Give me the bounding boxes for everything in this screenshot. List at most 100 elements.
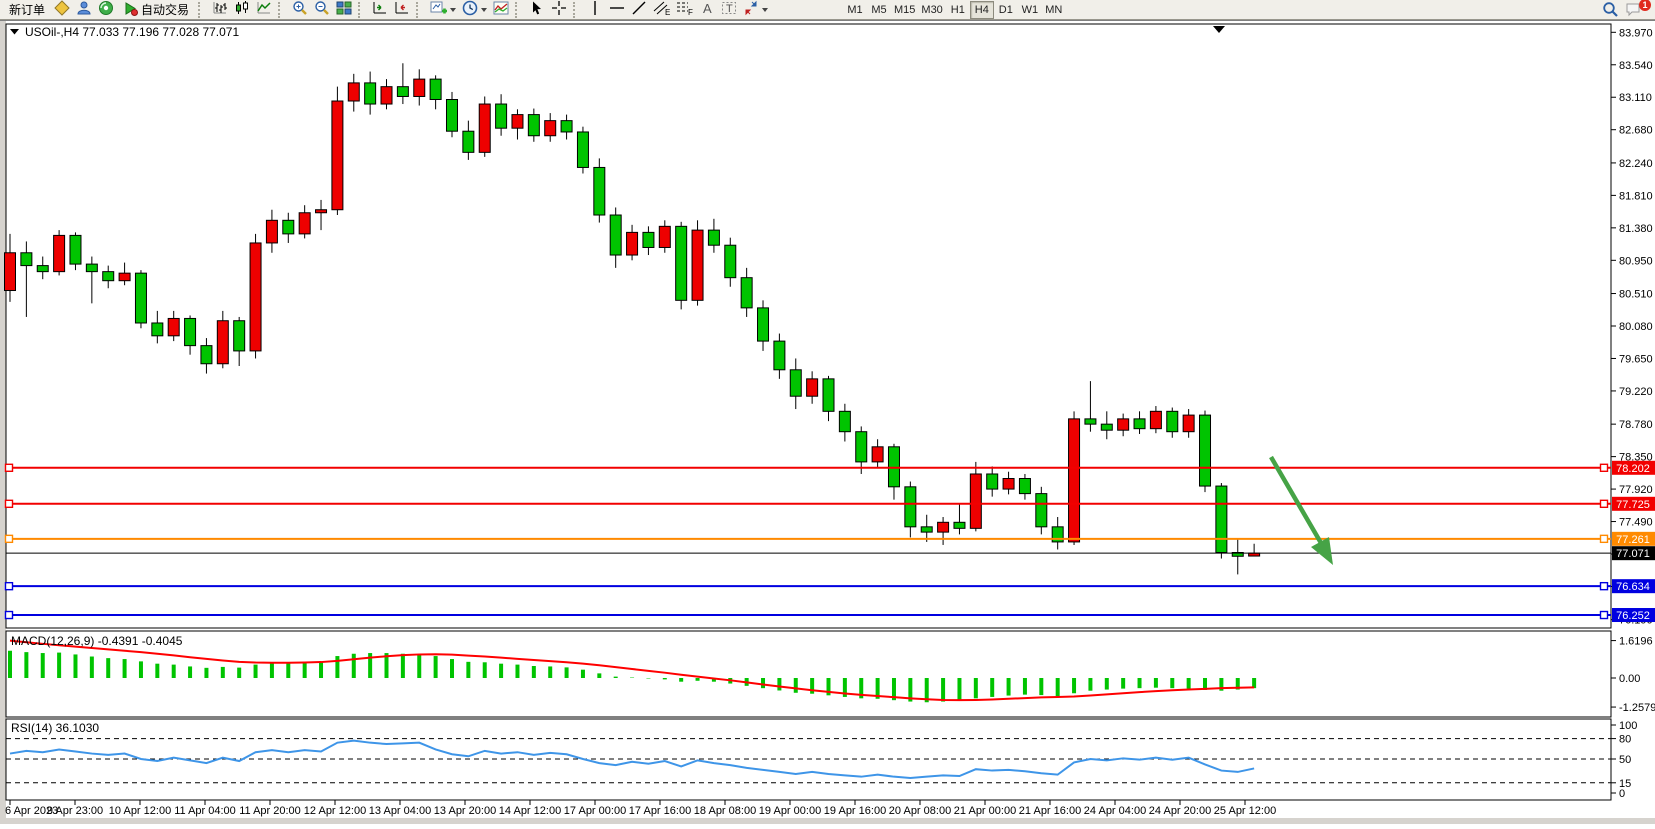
chart-symbol-ohlc-line: USOil-,H4 77.033 77.196 77.028 77.071 (25, 25, 239, 39)
line-handle[interactable] (4, 463, 14, 472)
chevron-down-icon (481, 7, 488, 12)
text-label-tool-button[interactable]: T (718, 1, 740, 19)
trendline-icon (631, 0, 647, 19)
price-tick-label: 82.240 (1619, 158, 1653, 170)
profile-button[interactable] (73, 1, 95, 19)
price-tick-label: 80.950 (1619, 255, 1653, 267)
time-label: 19 Apr 16:00 (824, 805, 886, 817)
candle-down (1051, 526, 1064, 543)
line-handle[interactable] (4, 499, 14, 509)
price-tick-label: 83.970 (1619, 27, 1653, 39)
candle-up (691, 229, 704, 301)
timeframe-button-d1[interactable]: D1 (994, 1, 1018, 19)
timeframe-button-m5[interactable]: M5 (867, 1, 891, 19)
candle-down (184, 317, 197, 347)
candle-down (396, 86, 409, 97)
candle-down (757, 307, 770, 342)
candle-up (265, 219, 278, 244)
line-handle[interactable] (4, 581, 14, 591)
timeframe-button-h1[interactable]: H1 (946, 1, 970, 19)
line-price-flag-label: 77.725 (1616, 499, 1650, 511)
line-price-flag-label: 77.261 (1616, 534, 1650, 546)
candle-up (1182, 414, 1195, 433)
svg-text:A: A (703, 1, 712, 16)
zoom-out-button[interactable] (311, 1, 333, 19)
symbol-dropdown-icon[interactable] (10, 29, 19, 35)
line-handle[interactable] (4, 534, 14, 544)
line-handle[interactable] (1599, 610, 1609, 620)
price-pane[interactable] (5, 23, 1612, 629)
toolbar: 新订单 自动交易 (0, 0, 1655, 20)
time-label: 17 Apr 00:00 (564, 805, 626, 817)
vertical-line-tool-button[interactable] (584, 1, 606, 19)
text-tool-button[interactable]: A (696, 1, 718, 19)
new-order-button[interactable]: 新订单 (3, 1, 51, 19)
rsi-line (9, 739, 1255, 780)
new-chart-icon (430, 0, 448, 19)
candle-up (216, 320, 229, 365)
signals-button[interactable] (95, 1, 117, 19)
rsi-pane[interactable] (5, 718, 1612, 801)
candle-up (118, 272, 131, 282)
candle-down (838, 410, 851, 433)
line-handle[interactable] (1599, 463, 1609, 472)
candle-down (1231, 552, 1244, 557)
new-chart-button[interactable] (427, 1, 459, 19)
current-price-flag-label: 77.071 (1616, 548, 1650, 560)
line-price-flag-label: 76.252 (1616, 610, 1650, 622)
candle-down (1084, 418, 1097, 425)
cursor-arrow-icon (529, 0, 545, 19)
search-button[interactable] (1599, 2, 1622, 20)
zoom-in-button[interactable] (289, 1, 311, 19)
trendline-tool-button[interactable] (628, 1, 650, 19)
candle-down (527, 114, 540, 137)
candle-down (233, 320, 246, 352)
line-handle[interactable] (1599, 534, 1609, 544)
chart-quick-nav-icon[interactable] (1213, 26, 1225, 33)
macd-pane[interactable] (5, 630, 1612, 718)
line-handle[interactable] (1599, 499, 1609, 509)
candle-up (478, 103, 491, 153)
fibonacci-tool-button[interactable]: F (673, 1, 696, 19)
market-watch-button[interactable] (51, 0, 73, 19)
annotation-arrow-shaft[interactable] (1269, 455, 1323, 545)
timeframe-button-m30[interactable]: M30 (918, 1, 945, 19)
annotation-arrow-head[interactable] (1311, 537, 1333, 565)
indicators-button[interactable] (490, 1, 512, 19)
chart-window[interactable]: 83.970 83.540 83.110 82.680 82.240 81.810 81.3… (0, 20, 1655, 829)
chevron-down-icon (450, 7, 457, 12)
periods-button[interactable] (459, 0, 490, 19)
crosshair-button[interactable] (548, 1, 570, 19)
chart-canvas[interactable]: 83.970 83.540 83.110 82.680 82.240 81.810 81.3… (0, 20, 1655, 824)
notification-badge[interactable]: 1 (1639, 0, 1651, 11)
line-handle[interactable] (4, 610, 14, 620)
candle-down (986, 473, 999, 490)
cursor-button[interactable] (526, 1, 548, 19)
bar-chart-mode-button[interactable] (209, 1, 231, 19)
horizontal-line-tool-button[interactable] (606, 1, 628, 19)
candle-down (102, 271, 115, 282)
signal-icon (98, 0, 114, 19)
candle-down (855, 431, 868, 463)
timeframe-button-m15[interactable]: M15 (891, 1, 918, 19)
line-handle[interactable] (1599, 581, 1609, 591)
arrows-tool-button[interactable] (740, 0, 771, 19)
auto-trading-icon (123, 1, 139, 19)
timeframe-button-h4[interactable]: H4 (969, 1, 994, 19)
toolbar-grip (198, 1, 206, 18)
line-chart-mode-button[interactable] (253, 1, 275, 19)
timeframe-button-mn[interactable]: MN (1042, 1, 1066, 19)
candle-up (413, 78, 426, 97)
chart-shift-button[interactable] (369, 1, 391, 19)
channel-tool-button[interactable]: E (650, 1, 673, 19)
toolbar-grip (358, 1, 366, 18)
timeframe-button-w1[interactable]: W1 (1018, 1, 1042, 19)
candlestick-mode-button[interactable] (231, 1, 253, 19)
time-label: 13 Apr 20:00 (434, 805, 496, 817)
auto-trading-button[interactable]: 自动交易 (117, 1, 195, 19)
candle-down (134, 272, 147, 324)
timeframe-button-m1[interactable]: M1 (843, 1, 867, 19)
time-label: 12 Apr 12:00 (304, 805, 366, 817)
tile-windows-button[interactable] (333, 1, 355, 19)
auto-scroll-button[interactable] (391, 1, 413, 19)
